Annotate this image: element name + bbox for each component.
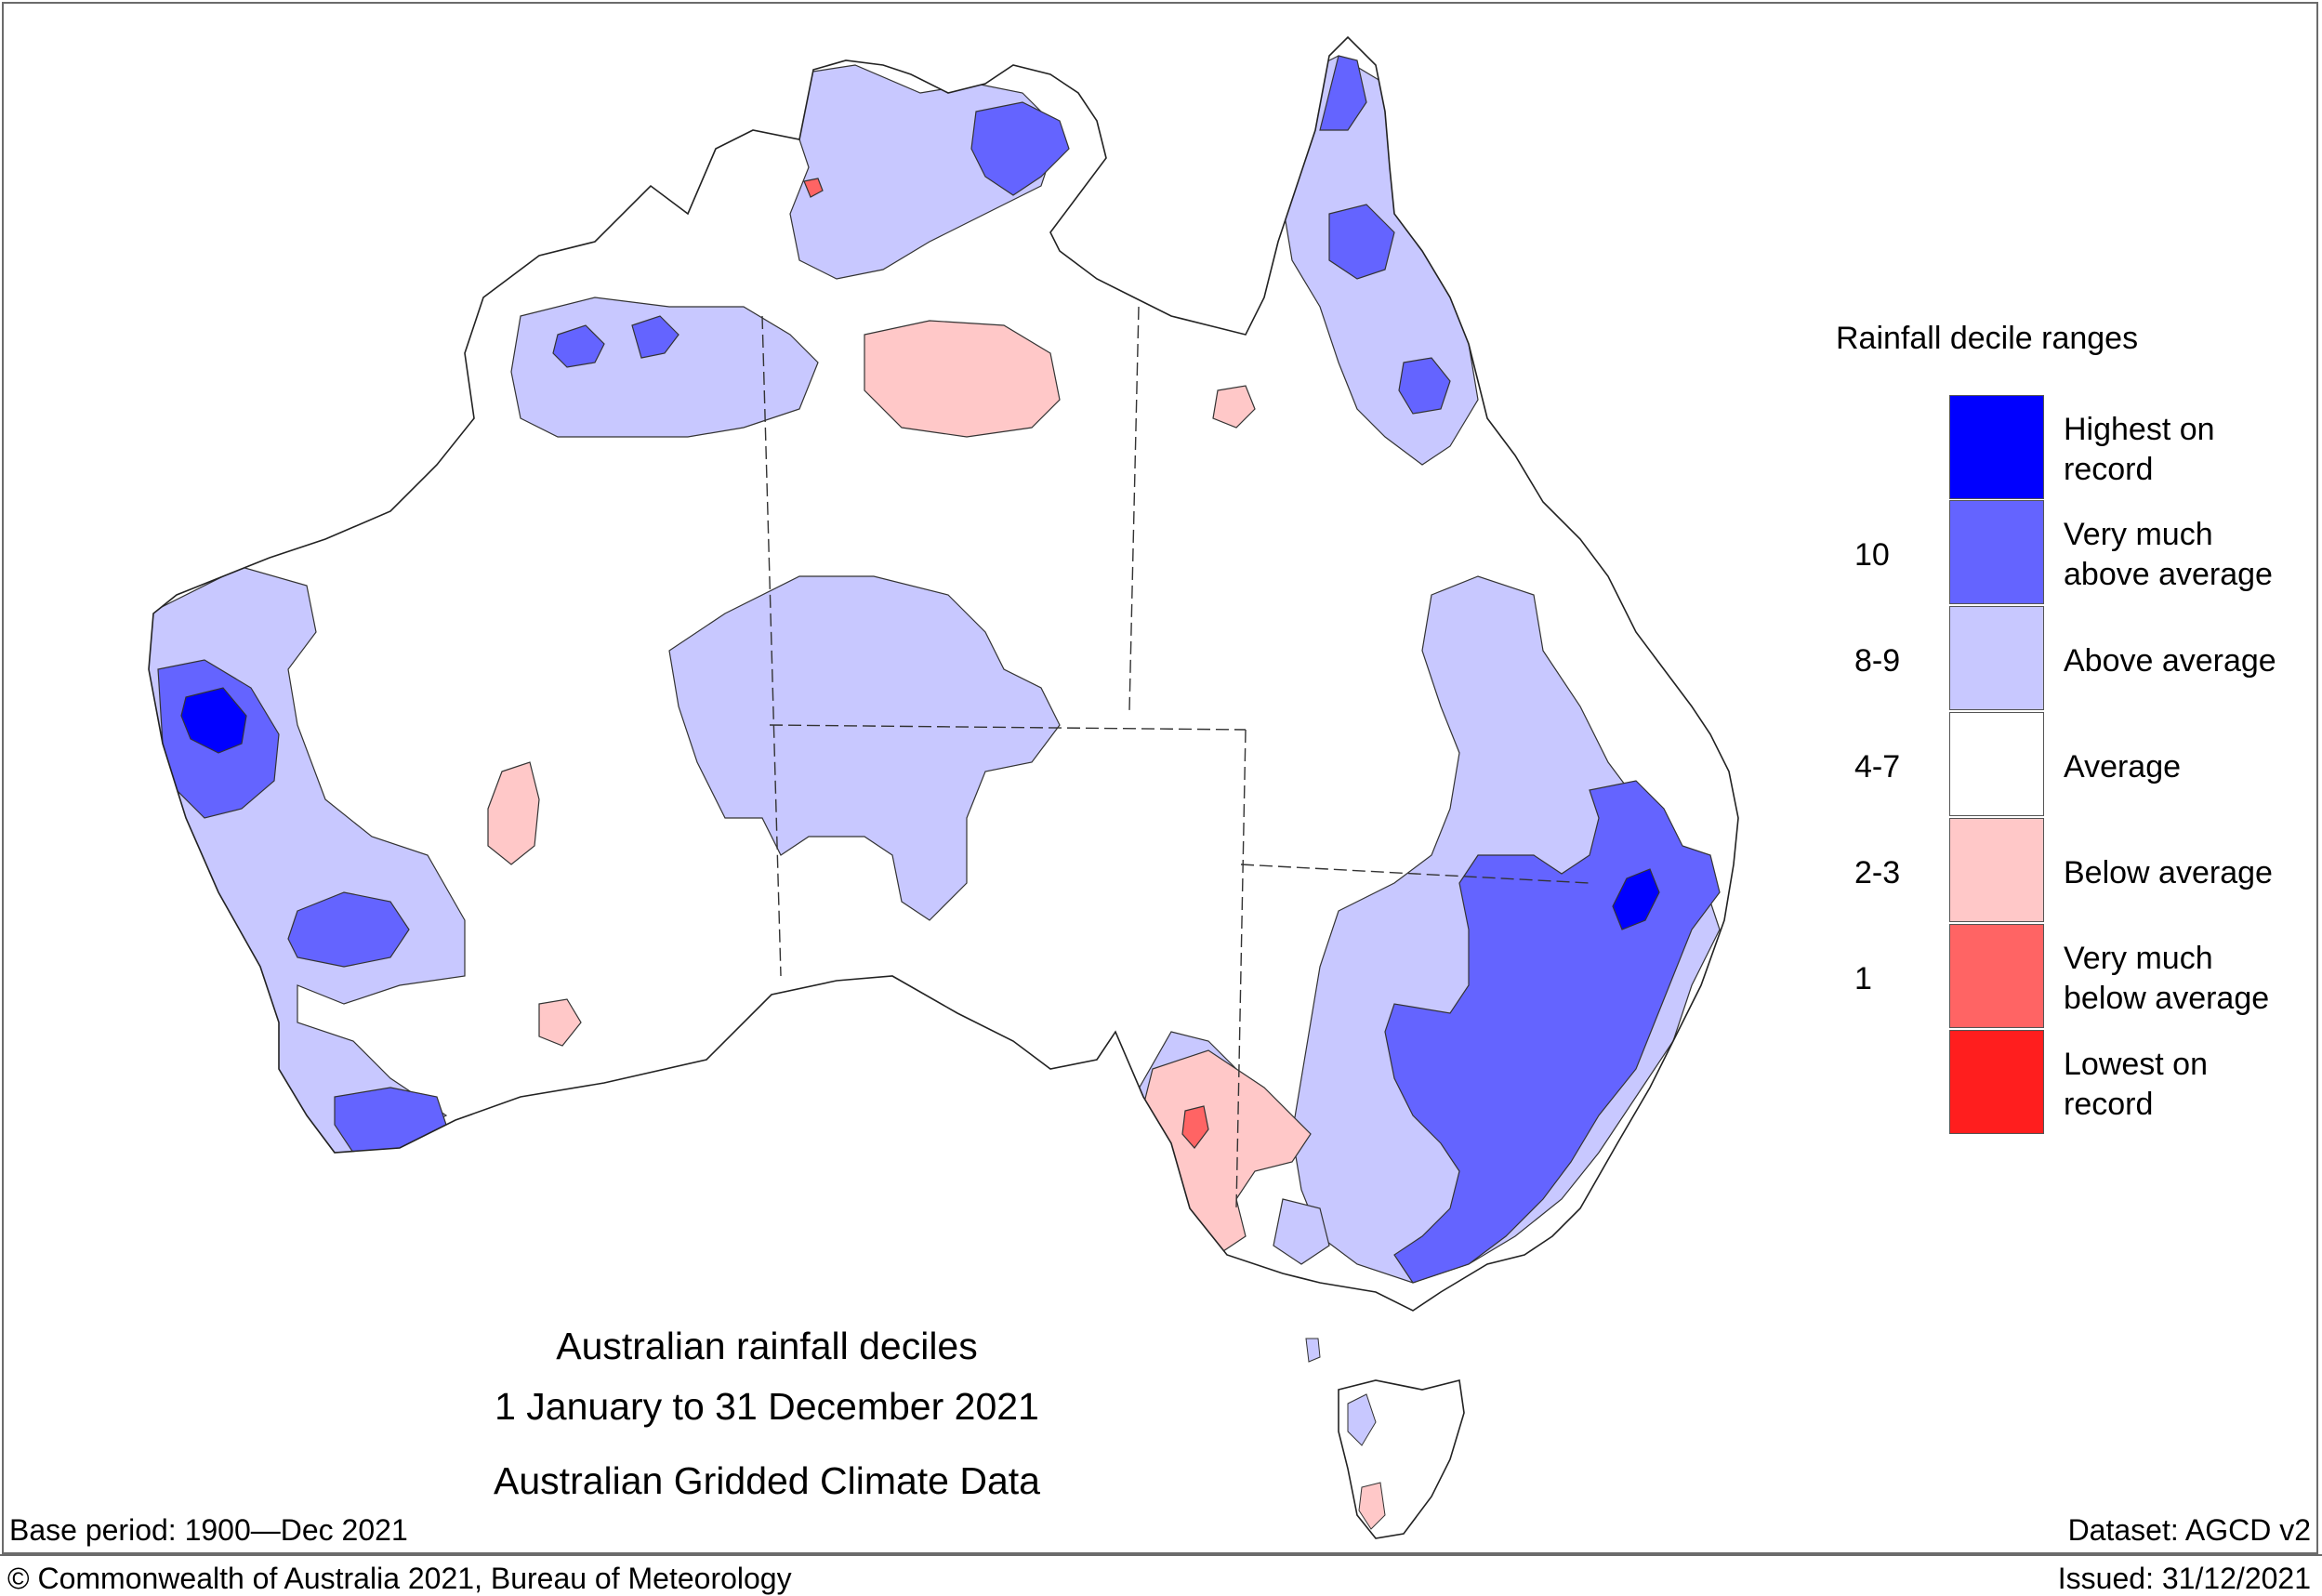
legend-swatch-above xyxy=(1949,606,2044,710)
legend-swatch-average xyxy=(1949,712,2044,816)
legend-heading: Rainfall decile ranges xyxy=(1836,321,2139,356)
legend-label-above: Above average xyxy=(2064,643,2276,679)
legend-range-very-much-below: 1 xyxy=(1854,961,1872,996)
state-borders xyxy=(761,306,1590,1209)
base-period: Base period: 1900—Dec 2021 xyxy=(9,1513,408,1547)
legend-label-very-much-below: Very much below average xyxy=(2064,941,2270,1016)
legend-swatch-below xyxy=(1949,818,2044,922)
map-frame xyxy=(2,2,2318,1554)
legend-range-average: 4-7 xyxy=(1854,749,1901,785)
legend-swatch-very-much-above xyxy=(1949,500,2044,604)
legend-label-average: Average xyxy=(2064,749,2182,785)
legend-range-very-much-above: 10 xyxy=(1854,537,1890,573)
legend-range-above: 8-9 xyxy=(1854,643,1901,679)
tasmania xyxy=(1305,1338,1465,1539)
dataset-version: Dataset: AGCD v2 xyxy=(2067,1513,2311,1547)
legend-range-below: 2-3 xyxy=(1854,855,1901,890)
legend-swatch-lowest xyxy=(1949,1030,2044,1134)
legend-swatch-very-much-below xyxy=(1949,924,2044,1028)
issued-date: Issued: 31/12/2021 xyxy=(2057,1562,2311,1595)
very-much-below-regions xyxy=(803,178,1209,1149)
footer-divider xyxy=(0,1554,2322,1556)
legend-label-highest: Highest on record xyxy=(2064,412,2215,487)
copyright: © Commonwealth of Australia 2021, Bureau… xyxy=(7,1562,792,1595)
legend-label-very-much-above: Very much above average xyxy=(2064,517,2273,592)
highest-on-record-regions xyxy=(180,687,1660,930)
map-period: 1 January to 31 December 2021 xyxy=(495,1385,1039,1428)
legend-swatch-highest xyxy=(1949,395,2044,499)
legend-label-lowest: Lowest on record xyxy=(2064,1047,2208,1122)
legend-label-below: Below average xyxy=(2064,855,2273,890)
coastline xyxy=(148,35,1739,1312)
map-title: Australian rainfall deciles xyxy=(556,1325,978,1367)
map-dataset-name: Australian Gridded Climate Data xyxy=(494,1459,1040,1502)
